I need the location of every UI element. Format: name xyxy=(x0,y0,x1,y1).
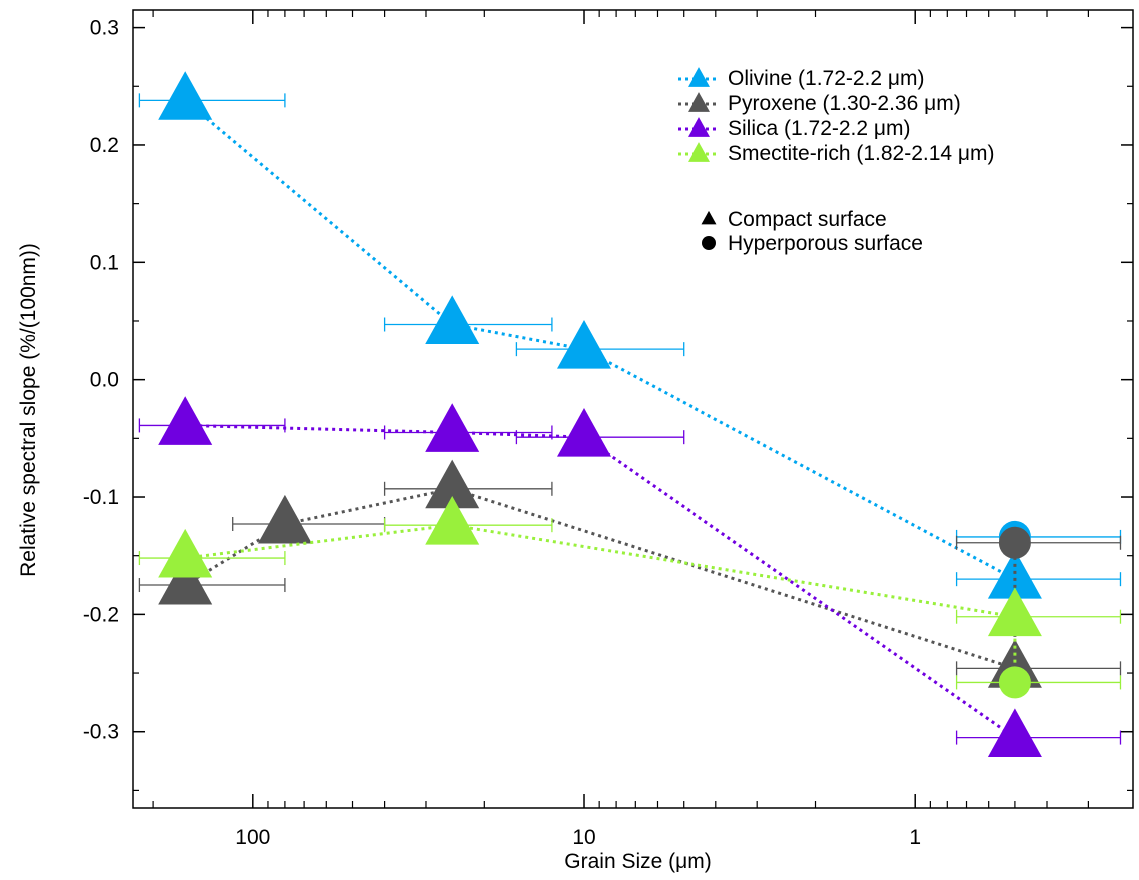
legend-marker-label: Hyperporous surface xyxy=(728,232,923,255)
series-line xyxy=(184,99,1017,582)
data-point-compact xyxy=(987,550,1042,599)
data-point-compact xyxy=(557,319,612,369)
data-point-compact xyxy=(425,295,480,344)
data-point-compact xyxy=(987,708,1042,758)
legend-marker-hyperporous xyxy=(702,236,716,250)
legend-entry-label: Smectite-rich (1.82-2.14 μm) xyxy=(728,142,995,165)
y-tick-label: 0.2 xyxy=(90,134,119,157)
series-0 xyxy=(138,71,1122,599)
y-axis-label: Relative spectral slope (%/(100nm)) xyxy=(17,243,40,577)
y-tick-label: -0.1 xyxy=(83,486,119,509)
data-point-hyperporous xyxy=(998,526,1031,559)
data-point-compact xyxy=(158,71,213,120)
legend-marker xyxy=(688,117,710,137)
y-tick-label: 0.3 xyxy=(90,17,119,40)
data-point-compact xyxy=(158,396,213,445)
data-point-compact xyxy=(987,587,1042,637)
legend-marker xyxy=(688,142,710,162)
axes-layer: 0.3 0.2 0.1 0.0 -0.1 -0.2 -0.3 100 10 1 xyxy=(83,9,1134,849)
series-line xyxy=(185,423,1016,739)
y-tick-label: 0.0 xyxy=(90,369,119,392)
x-tick-label: 10 xyxy=(572,826,595,849)
data-point-compact xyxy=(257,494,312,544)
series-2 xyxy=(138,396,1122,758)
data-point-compact xyxy=(425,459,480,509)
x-tick-label: 100 xyxy=(235,826,270,849)
data-point-hyperporous xyxy=(998,666,1031,699)
legend-entry-label: Pyroxene (1.30-2.36 μm) xyxy=(728,92,961,115)
y-tick-label: -0.3 xyxy=(83,721,119,744)
series-line xyxy=(185,523,1017,683)
x-axis-label: Grain Size (μm) xyxy=(564,850,711,873)
data-point-compact xyxy=(158,528,213,578)
legend: Olivine (1.72-2.2 μm)Pyroxene (1.30-2.36… xyxy=(678,67,995,255)
x-tick-label: 1 xyxy=(909,826,921,849)
y-tick-label: -0.2 xyxy=(83,603,119,626)
data-point-compact xyxy=(425,403,480,452)
legend-marker xyxy=(688,67,710,87)
data-point-compact xyxy=(425,496,480,545)
y-tick-label: 0.1 xyxy=(90,251,119,274)
data-point-compact xyxy=(158,555,213,605)
legend-marker xyxy=(688,92,710,112)
legend-marker-compact xyxy=(701,210,717,225)
plot-frame xyxy=(132,9,1134,809)
legend-marker-label: Compact surface xyxy=(728,208,887,231)
legend-entry-label: Olivine (1.72-2.2 μm) xyxy=(728,67,925,90)
series-layer xyxy=(138,71,1122,758)
series-3 xyxy=(138,496,1122,699)
data-point-compact xyxy=(557,408,612,457)
legend-entry-label: Silica (1.72-2.2 μm) xyxy=(728,117,911,140)
